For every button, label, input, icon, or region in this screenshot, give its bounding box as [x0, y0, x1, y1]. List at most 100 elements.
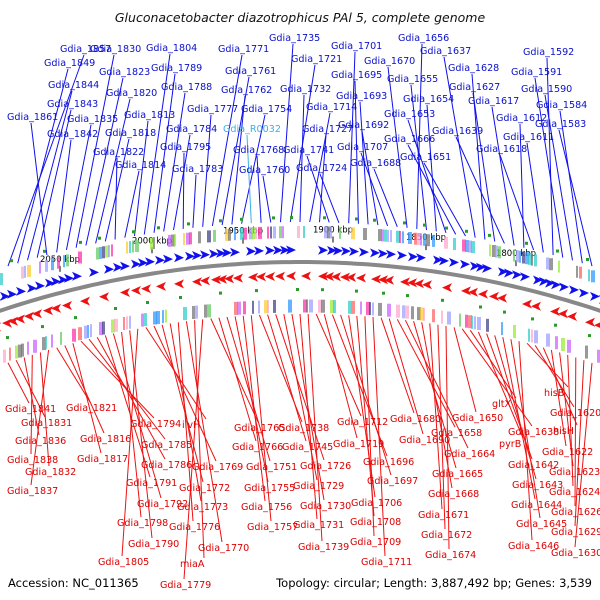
bottom-label-line — [469, 330, 517, 399]
outer-feature-block — [174, 234, 176, 247]
top-label-line — [407, 144, 457, 235]
marker-dot — [525, 241, 528, 245]
outer-feature-block — [153, 237, 155, 250]
inner-feature-block — [330, 300, 334, 313]
outer-feature-block — [252, 227, 255, 240]
top-gene-label: Gdia_1818 — [105, 128, 156, 139]
bottom-gene-label: Gdia_1642 — [508, 460, 559, 471]
top-gene-label: Gdia_1590 — [521, 84, 572, 95]
inner-feature-block — [183, 307, 187, 321]
bottom-label-line — [477, 331, 524, 439]
forward-gene-arrow — [286, 245, 296, 255]
inner-feature-block — [84, 325, 87, 339]
inner-feature-block — [207, 304, 211, 318]
bottom-label-line — [437, 324, 446, 530]
top-gene-label: Gdia_1788 — [161, 82, 212, 93]
bottom-gene-label: Gdia_1668 — [428, 489, 479, 500]
top-label-line — [546, 57, 554, 256]
bottom-gene-label: gltX — [492, 399, 512, 410]
bottom-gene-label: Gdia_1680 — [390, 414, 441, 425]
inner-feature-block — [423, 307, 425, 321]
inner-feature-block — [9, 347, 11, 361]
inner-feature-block — [333, 300, 336, 314]
top-label-line — [192, 174, 197, 228]
reverse-gene-arrow — [384, 275, 394, 285]
outer-feature-block — [279, 226, 282, 239]
top-label-line — [202, 114, 212, 227]
forward-gene-arrow — [209, 249, 219, 259]
bottom-label-line — [445, 325, 450, 550]
bottom-label-line — [161, 324, 204, 483]
bottom-label-line — [30, 354, 33, 455]
forward-gene-arrow — [359, 247, 369, 257]
marker-dot — [6, 336, 9, 340]
outer-feature-block — [96, 247, 99, 260]
top-gene-label: Gdia_1707 — [337, 142, 388, 153]
inner-feature-block — [252, 300, 254, 314]
outer-feature-block — [414, 232, 417, 245]
outer-feature-block — [546, 257, 549, 270]
outer-feature-block — [150, 237, 153, 250]
top-label-line — [163, 92, 186, 232]
outer-feature-block — [99, 246, 102, 259]
reverse-gene-arrow — [248, 272, 258, 282]
forward-gene-arrow — [590, 291, 600, 301]
top-label-line — [30, 122, 48, 256]
marker-dot — [272, 216, 275, 220]
outer-feature-block — [183, 233, 185, 245]
forward-gene-arrow — [539, 277, 549, 286]
outer-feature-block — [408, 232, 412, 244]
top-gene-label: Gdia_1849 — [44, 58, 95, 69]
top-label-line — [359, 101, 369, 225]
marker-dot — [114, 307, 117, 310]
top-label-line — [519, 123, 525, 248]
marker-dot — [290, 216, 293, 220]
inner-feature-block — [318, 299, 322, 313]
bottom-gene-label: Gdia_1739 — [298, 542, 349, 553]
outer-feature-block — [0, 273, 3, 286]
inner-feature-block — [378, 302, 382, 316]
reverse-gene-arrow — [594, 322, 600, 328]
bottom-gene-label: Gdia_1644 — [511, 500, 562, 511]
marker-dot — [146, 301, 149, 304]
inner-feature-block — [141, 313, 144, 327]
reverse-gene-arrow — [489, 291, 499, 301]
outer-feature-block — [51, 258, 54, 271]
bottom-label-line — [388, 318, 424, 435]
bottom-gene-label: Gdia_1650 — [452, 413, 503, 424]
inner-feature-block — [72, 328, 76, 342]
forward-gene-arrow — [27, 283, 37, 293]
inner-feature-block — [273, 299, 276, 313]
outer-feature-block — [66, 254, 69, 267]
inner-feature-block — [432, 309, 435, 323]
top-label-line — [360, 152, 389, 227]
outer-feature-block — [495, 245, 498, 258]
feature-layer — [0, 216, 600, 363]
top-label-line — [534, 77, 564, 258]
outer-feature-block — [516, 250, 519, 263]
top-label-line — [410, 84, 427, 231]
bottom-label-line — [307, 313, 323, 542]
top-gene-label: Gdia_1688 — [350, 158, 401, 169]
bottom-label-line — [550, 349, 567, 447]
bottom-label-line — [88, 338, 166, 440]
top-gene-label: Gdia_1656 — [398, 33, 449, 44]
top-gene-label: Gdia_1627 — [449, 82, 500, 93]
outer-feature-block — [417, 233, 420, 245]
marker-dot — [531, 317, 534, 321]
outer-feature-block — [270, 226, 272, 239]
bottom-gene-label: Gdia_1790 — [128, 539, 179, 550]
outer-feature-block — [387, 229, 389, 242]
bottom-label-line — [453, 327, 477, 413]
inner-feature-block — [441, 310, 443, 324]
outer-feature-block — [462, 239, 466, 252]
top-label-line — [27, 90, 73, 261]
inner-feature-block — [192, 306, 195, 319]
marker-dot — [554, 323, 557, 327]
bottom-gene-label: Gdia_1755 — [244, 483, 295, 494]
bottom-gene-label: Gdia_1745 — [282, 442, 333, 453]
reverse-gene-arrow — [200, 276, 210, 286]
top-label-line — [319, 173, 340, 223]
outer-feature-block — [63, 255, 65, 268]
